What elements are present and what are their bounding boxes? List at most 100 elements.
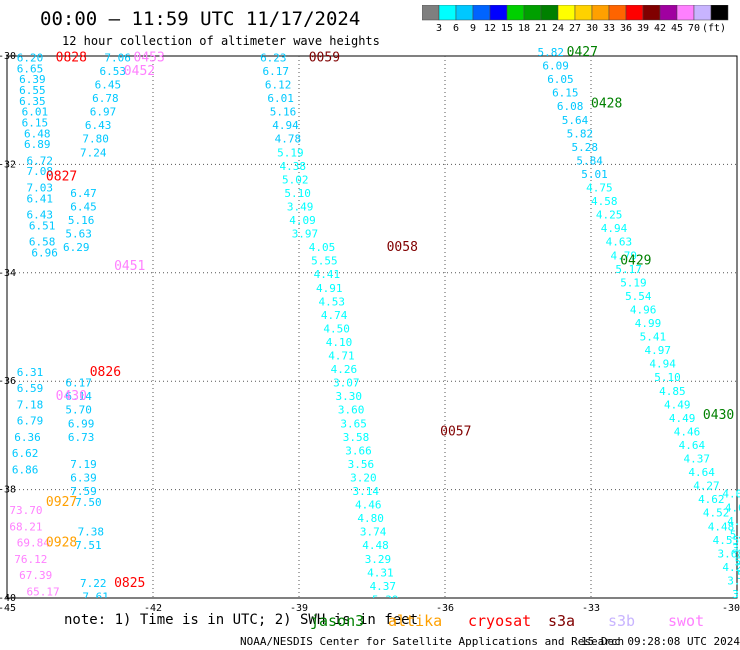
wave-height-value: 5.16 xyxy=(270,106,297,119)
colorbar-tick-label: 3 xyxy=(436,23,442,34)
wave-height-value: 4.13 xyxy=(727,515,740,528)
wave-height-value: 3.29 xyxy=(365,553,392,566)
wave-height-value: 74.38 xyxy=(34,602,67,615)
wave-height-value: 4.94 xyxy=(272,119,299,132)
wave-height-value: 4.05 xyxy=(309,241,336,254)
wave-height-value: 6.43 xyxy=(26,209,53,222)
wave-height-value: 5.19 xyxy=(620,276,647,289)
wave-height-value: 7.22 xyxy=(80,577,107,590)
wave-height-value: 7.06 xyxy=(104,51,131,64)
colorbar-tick-label: 30 xyxy=(586,23,598,34)
pass-time-label: 0427 xyxy=(567,45,598,60)
data-layer: 6.206.656.396.556.356.016.156.486.896.72… xyxy=(9,45,740,615)
pass-time-label: 0826 xyxy=(90,365,121,380)
wave-height-value: 6.14 xyxy=(65,390,92,403)
wave-height-value: 4.05 xyxy=(722,488,740,501)
wave-height-value: 4.48 xyxy=(708,520,735,533)
wave-height-value: 3.65 xyxy=(340,417,367,430)
colorbar-swatch xyxy=(710,5,729,21)
x-tick-label: -36 xyxy=(436,603,454,614)
wave-height-value: 69.84 xyxy=(17,537,50,550)
x-tick-label: -33 xyxy=(582,603,600,614)
wave-height-value: 7.38 xyxy=(78,526,105,539)
wave-height-value: 7.50 xyxy=(75,496,102,509)
wave-height-value: 4.50 xyxy=(323,322,350,335)
wave-height-value: 6.48 xyxy=(24,127,51,140)
wave-height-value: 5.10 xyxy=(654,371,681,384)
wave-height-value: 3.66 xyxy=(345,444,372,457)
wave-height-value: 76.12 xyxy=(14,553,47,566)
pass-time-label: 0430 xyxy=(703,408,734,423)
wave-height-value: 7.24 xyxy=(80,146,107,159)
wave-height-value: 7.18 xyxy=(17,398,44,411)
wave-height-value: 4.52 xyxy=(703,507,730,520)
colorbar-tick-label: 36 xyxy=(620,23,632,34)
wave-height-value: 5.55 xyxy=(311,255,338,268)
wave-height-value: 6.08 xyxy=(557,100,584,113)
wave-height-value: 3.07 xyxy=(333,377,360,390)
colorbar-tick-label: 42 xyxy=(654,23,666,34)
wave-height-value: 6.17 xyxy=(263,65,290,78)
wave-height-value: 4.94 xyxy=(601,222,628,235)
wave-height-value: 4.27 xyxy=(693,480,720,493)
wave-height-value: 3.56 xyxy=(348,458,375,471)
wave-height-value: 4.31 xyxy=(367,566,394,579)
wave-height-value: 5.63 xyxy=(65,228,92,241)
chart-subtitle: 12 hour collection of altimeter wave hei… xyxy=(62,34,380,48)
wave-height-value: 6.53 xyxy=(99,65,126,78)
x-tick-label: -45 xyxy=(0,603,16,614)
wave-height-value: 4.26 xyxy=(331,363,358,376)
legend-entry-jason3: jason3 xyxy=(310,612,365,630)
wave-height-value: 5.82 xyxy=(537,46,564,59)
legend-entry-altika: altika xyxy=(388,612,443,630)
wave-height-value: 7.19 xyxy=(70,458,97,471)
wave-height-value: 4.58 xyxy=(591,195,618,208)
wave-height-value: 5.17 xyxy=(615,263,642,276)
pass-time-label: 0927 xyxy=(46,495,77,510)
wave-height-value: 6.97 xyxy=(90,106,117,119)
wave-height-value: 4.94 xyxy=(649,358,676,371)
pass-time-label: 0059 xyxy=(309,50,340,65)
colorbar-tick-label: 9 xyxy=(470,23,476,34)
wave-height-value: 3.60 xyxy=(338,404,365,417)
generation-date: 15 Dec 09:28:08 UTC 2024 xyxy=(581,635,740,648)
colorbar-unit: (ft) xyxy=(702,23,726,34)
wave-height-value: 6.99 xyxy=(68,417,95,430)
wave-height-value: 4.63 xyxy=(606,236,633,249)
wave-height-value: 67.39 xyxy=(19,569,52,582)
colorbar-tick-label: 6 xyxy=(453,23,459,34)
wave-height-value: 5.01 xyxy=(581,168,608,181)
colorbar-tick-label: 24 xyxy=(552,23,564,34)
wave-height-value: 73.70 xyxy=(9,504,42,517)
wave-height-value: 6.45 xyxy=(70,200,97,213)
colorbar-tick-label: 33 xyxy=(603,23,615,34)
wave-height-value: 3.30 xyxy=(336,390,363,403)
wave-height-value: 3.58 xyxy=(343,431,370,444)
wave-height-value: 4.49 xyxy=(669,412,696,425)
wave-height-value: 5.02 xyxy=(282,173,309,186)
wave-height-value: 4.25 xyxy=(596,209,623,222)
wave-height-value: 6.45 xyxy=(95,79,122,92)
x-tick-label: -42 xyxy=(144,603,162,614)
y-tick-label: -30 xyxy=(0,51,16,62)
y-tick-label: -40 xyxy=(0,593,16,604)
wave-height-value: 6.05 xyxy=(547,73,574,86)
wave-height-value: 5.84 xyxy=(576,154,603,167)
wave-height-value: 5.28 xyxy=(572,141,599,154)
wave-height-value: 5.60 xyxy=(737,569,740,582)
wave-height-value: 6.31 xyxy=(17,366,44,379)
wave-height-value: 6.89 xyxy=(24,138,51,151)
wave-height-value: 4.97 xyxy=(645,344,672,357)
y-tick-label: -34 xyxy=(0,268,16,279)
wave-height-value: 7.61 xyxy=(82,591,109,604)
y-tick-label: -36 xyxy=(0,376,16,387)
wave-height-value: 6.36 xyxy=(14,431,41,444)
wave-height-value: 7.51 xyxy=(75,539,102,552)
wave-height-value: 4.37 xyxy=(370,580,397,593)
wave-height-value: 3.14 xyxy=(353,485,380,498)
colorbar-tick-label: 18 xyxy=(518,23,530,34)
wave-height-value: 6.17 xyxy=(65,377,92,390)
wave-height-value: 6.12 xyxy=(265,79,292,92)
wave-height-value: 4.80 xyxy=(357,512,384,525)
